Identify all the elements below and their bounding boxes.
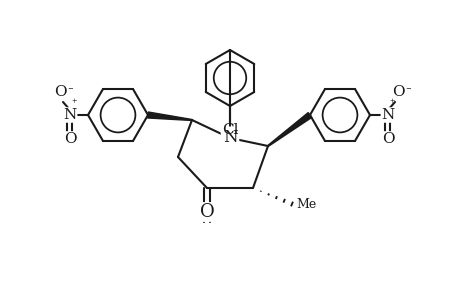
Text: $^-$: $^-$: [403, 86, 412, 96]
Text: O: O: [54, 85, 66, 99]
Text: Me: Me: [295, 197, 316, 211]
Polygon shape: [267, 112, 311, 146]
Text: O: O: [199, 203, 214, 221]
Text: Cl: Cl: [221, 123, 238, 137]
Polygon shape: [147, 112, 192, 121]
Text: N: N: [222, 128, 237, 146]
Text: $^-$: $^-$: [66, 86, 74, 96]
Text: $^+$: $^+$: [70, 98, 78, 108]
Text: O: O: [381, 132, 393, 146]
Text: O: O: [63, 132, 76, 146]
Text: O: O: [391, 85, 403, 99]
Text: N: N: [381, 108, 394, 122]
Text: $^+$: $^+$: [387, 98, 395, 108]
Text: N: N: [63, 108, 77, 122]
